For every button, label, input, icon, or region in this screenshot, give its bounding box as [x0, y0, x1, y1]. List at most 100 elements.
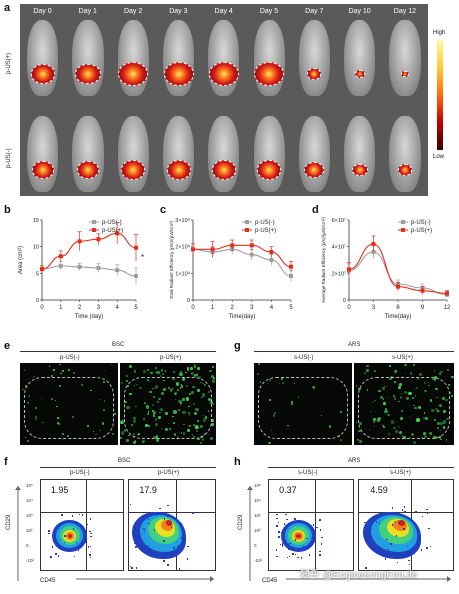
panel-label-e: e — [4, 340, 11, 352]
fluorescent-cell — [27, 439, 29, 442]
quadrant-line-horizontal — [41, 512, 123, 514]
fluorescent-cell — [126, 380, 129, 383]
event-dot — [281, 543, 284, 545]
event-dot — [364, 521, 366, 524]
event-dot — [403, 553, 406, 556]
fluorescent-cell — [423, 435, 428, 439]
flow-plot-h-left: 0.37 — [268, 479, 354, 571]
colorbar — [437, 40, 443, 150]
mouse-image — [157, 114, 200, 194]
density-contour — [398, 520, 406, 527]
fluorescent-cell — [382, 424, 384, 426]
fluorescent-cell — [68, 369, 70, 371]
x-tick-label: 3 — [250, 305, 254, 311]
fluorescent-cell — [259, 381, 262, 383]
fluorescent-cell — [103, 369, 105, 371]
mouse-image — [202, 114, 245, 194]
significance-marker: * — [141, 253, 144, 262]
fluorescent-cell — [153, 436, 156, 439]
tumor-signal — [163, 62, 194, 86]
imaging-grid: Day 0 Day 1 Day 2 Day 3 Day 4 Day 5 Day 7 Day 1… — [20, 4, 428, 196]
fluorescent-cell — [297, 396, 300, 398]
fluorescent-cell — [179, 387, 181, 389]
fluorescent-cell — [195, 408, 199, 412]
quadrant-percentage: 1.95 — [50, 485, 69, 496]
micrograph-e-left — [20, 363, 118, 445]
fluorescent-cell — [134, 440, 136, 442]
fluorescent-cell — [389, 377, 393, 381]
data-point — [40, 267, 44, 272]
fluorescent-cell — [146, 379, 149, 382]
event-dot — [312, 524, 315, 526]
event-dot — [147, 518, 150, 520]
x-tick-label: 1 — [211, 305, 215, 311]
panel-label-c: c — [160, 204, 167, 216]
mouse-silhouette — [117, 116, 149, 192]
panel-e-title: BSC — [112, 342, 125, 348]
fluorescent-cell — [446, 417, 449, 421]
event-dot — [277, 521, 280, 524]
fluorescent-cell — [423, 382, 425, 384]
fluorescent-cell — [154, 366, 157, 369]
fluorescent-cell — [156, 438, 160, 442]
event-dot — [163, 518, 166, 520]
fluorescent-cell — [211, 379, 216, 383]
event-dot — [62, 522, 64, 525]
fluorescent-cell — [157, 416, 161, 420]
panel-label-d: d — [312, 204, 319, 216]
fluorescent-cell — [51, 375, 54, 377]
event-dot — [129, 562, 130, 565]
fluorescent-cell — [391, 420, 395, 424]
fluorescent-cell — [403, 436, 406, 439]
tumor-signal — [118, 62, 149, 86]
event-dot — [319, 519, 321, 521]
fluorescent-cell — [203, 418, 207, 422]
fluorescent-cell — [95, 433, 97, 435]
fluorescent-cell — [133, 416, 137, 420]
mouse-image — [66, 114, 109, 194]
event-dot — [276, 555, 278, 558]
fluorescent-cell — [320, 414, 322, 416]
fluorescent-cell — [392, 394, 396, 398]
mouse-image — [383, 18, 426, 98]
event-dot — [155, 556, 158, 558]
fluorescent-cell — [381, 387, 385, 391]
event-dot — [308, 554, 311, 556]
fluorescent-cell — [205, 416, 208, 419]
day-label: Day 4 — [214, 8, 233, 15]
fluorescent-cell — [398, 385, 401, 389]
panel-f-left-label: p-US(-) — [70, 470, 90, 476]
event-dot — [89, 556, 92, 558]
mouse-silhouette — [27, 20, 59, 96]
event-dot — [321, 536, 323, 539]
tumor-signal — [30, 64, 55, 84]
event-dot — [391, 524, 394, 526]
fluorescent-cell — [123, 428, 127, 432]
event-dot — [134, 530, 137, 532]
fluorescent-cell — [133, 370, 137, 373]
tumor-signal — [304, 162, 325, 178]
fluorescent-cell — [99, 398, 102, 401]
day-label: Day 7 — [305, 8, 324, 15]
fluorescent-cell — [201, 438, 205, 441]
tumor-signal — [31, 161, 54, 179]
event-dot — [401, 509, 404, 511]
event-dot — [138, 527, 140, 530]
fluorescent-cell — [182, 411, 186, 415]
fluorescent-cell — [445, 399, 448, 402]
event-dot — [48, 532, 50, 535]
y-tick-label: 2×10⁷ — [332, 270, 346, 277]
fluorescent-cell — [202, 414, 205, 417]
fluorescent-cell — [142, 417, 145, 420]
panel-e-title-rule — [20, 351, 216, 352]
mouse-silhouette — [344, 116, 376, 192]
fluorescent-cell — [35, 407, 38, 410]
micrograph-g-right — [354, 363, 454, 445]
y-axis-label: Average Radiant Efficiency (p/s)/(μW/cm²… — [321, 217, 326, 303]
flow-y-tick-label: 10⁴ — [26, 498, 33, 503]
fluorescent-cell — [384, 409, 388, 414]
event-dot — [320, 543, 323, 545]
fluorescent-cell — [199, 441, 202, 444]
fluorescent-cell — [146, 412, 150, 416]
x-tick-label: 4 — [270, 305, 274, 311]
